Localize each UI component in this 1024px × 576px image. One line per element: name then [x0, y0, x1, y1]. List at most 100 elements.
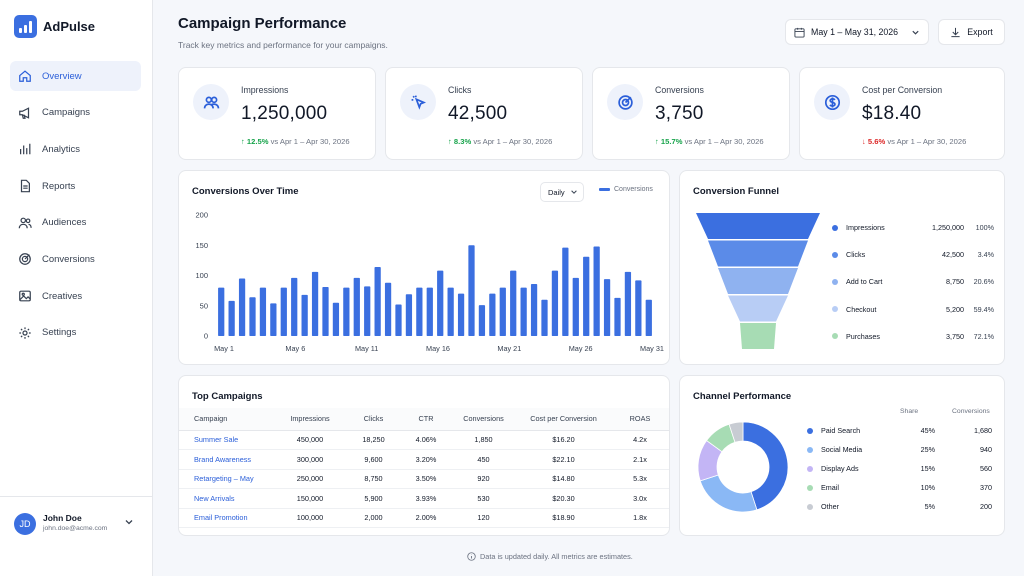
campaign-link[interactable]: Brand Awareness — [179, 449, 274, 470]
table-header[interactable]: Conversions — [451, 408, 516, 431]
funnel-row: Checkout 5,200 59.4% — [832, 305, 994, 314]
campaign-link[interactable]: Summer Sale — [179, 430, 274, 450]
page-title: Campaign Performance — [178, 15, 347, 32]
bar[interactable] — [510, 270, 517, 336]
table-header[interactable]: Campaign — [179, 408, 274, 431]
donut-slice[interactable] — [742, 421, 789, 511]
bar[interactable] — [259, 287, 267, 336]
bar[interactable] — [635, 280, 642, 336]
bar[interactable] — [395, 304, 402, 336]
funnel-row: Clicks 42,500 3.4% — [832, 250, 994, 259]
bar[interactable] — [228, 300, 235, 336]
bar[interactable] — [384, 282, 392, 336]
sidebar-item-audiences[interactable]: Audiences — [10, 208, 141, 238]
bar[interactable] — [489, 293, 496, 336]
bar[interactable] — [322, 286, 329, 336]
bar[interactable] — [614, 297, 621, 336]
bar[interactable] — [364, 286, 371, 336]
document-icon — [20, 179, 30, 193]
brand[interactable]: AdPulse — [14, 15, 95, 38]
sidebar-item-campaigns[interactable]: Campaigns — [10, 98, 141, 128]
table-row[interactable]: Summer Sale 450,000 18,250 4.06% 1,850 $16.20… — [179, 430, 669, 450]
table-header[interactable]: Clicks — [346, 408, 401, 431]
bar[interactable] — [645, 299, 652, 336]
campaign-link[interactable]: Email Promotion — [179, 508, 274, 528]
table-header[interactable]: ROAS — [611, 408, 669, 431]
x-tick-label: May 26 — [569, 344, 593, 353]
bar[interactable] — [468, 245, 475, 336]
bar[interactable] — [426, 287, 433, 336]
granularity-select[interactable]: Daily — [540, 182, 584, 202]
table-row[interactable]: New Arrivals 150,000 5,900 3.93% 530 $20.30 3.… — [179, 488, 669, 509]
bar[interactable] — [249, 297, 256, 336]
bar[interactable] — [332, 302, 340, 336]
avatar: JD — [14, 513, 36, 535]
table-cell: 530 — [451, 488, 516, 509]
kpi-compare: vs Apr 1 – Apr 30, 2026 — [887, 137, 967, 146]
bar[interactable] — [270, 303, 277, 336]
bar-chart-icon — [20, 144, 31, 155]
funnel-stage[interactable] — [740, 323, 776, 349]
bar[interactable] — [405, 294, 413, 336]
bar[interactable] — [593, 246, 600, 336]
funnel-row: Impressions 1,250,000 100% — [832, 223, 994, 232]
bar[interactable] — [374, 267, 381, 336]
sidebar-item-label: Conversions — [42, 253, 95, 265]
channel-label: Display Ads — [821, 464, 859, 473]
funnel-stage[interactable] — [728, 295, 788, 322]
table-header[interactable]: Cost per Conversion — [516, 408, 611, 431]
sidebar-item-overview[interactable]: Overview — [10, 61, 141, 91]
bar[interactable] — [447, 287, 454, 336]
bar[interactable] — [437, 270, 444, 336]
funnel-stage[interactable] — [718, 268, 798, 294]
sidebar-item-settings[interactable]: Settings — [10, 318, 141, 348]
sidebar-item-creatives[interactable]: Creatives — [10, 281, 141, 311]
bar[interactable] — [301, 294, 308, 336]
funnel-stage[interactable] — [708, 240, 808, 267]
bar[interactable] — [218, 287, 225, 336]
bar[interactable] — [343, 287, 350, 336]
export-button[interactable]: Export — [938, 19, 1005, 45]
bar[interactable] — [530, 283, 538, 336]
table-cell: $22.10 — [516, 449, 611, 470]
kpi-value: 42,500 — [448, 103, 508, 124]
bar[interactable] — [520, 287, 527, 336]
bar[interactable] — [353, 277, 360, 336]
table-row[interactable]: Brand Awareness 300,000 9,600 3.20% 450 $22.1… — [179, 449, 669, 470]
sidebar-item-conversions[interactable]: Conversions — [10, 244, 141, 274]
channel-legend-dot — [807, 484, 813, 491]
table-cell: $14.80 — [516, 469, 611, 489]
donut-slice[interactable] — [699, 474, 758, 513]
bar[interactable] — [562, 247, 569, 336]
date-range-picker[interactable]: May 1 – May 31, 2026 — [785, 19, 929, 45]
bar[interactable] — [311, 271, 319, 336]
funnel-stage[interactable] — [696, 213, 820, 239]
bar[interactable] — [583, 256, 590, 336]
bar[interactable] — [624, 271, 632, 336]
dollar-icon — [824, 94, 840, 110]
campaign-link[interactable]: New Arrivals — [179, 488, 274, 509]
funnel-stage-value: 42,500 — [942, 250, 964, 260]
bar[interactable] — [551, 270, 559, 336]
bar[interactable] — [280, 287, 287, 336]
conversions-over-time-card: Conversions Over Time Daily Conversions … — [178, 170, 670, 365]
bar[interactable] — [603, 279, 611, 336]
bar[interactable] — [478, 305, 486, 336]
table-row[interactable]: Email Promotion 100,000 2,000 2.00% 120 $18.9… — [179, 508, 669, 528]
sidebar-item-reports[interactable]: Reports — [10, 171, 141, 201]
bar[interactable] — [416, 287, 423, 336]
table-header[interactable]: Impressions — [274, 408, 346, 431]
bar[interactable] — [499, 287, 506, 336]
sidebar-item-analytics[interactable]: Analytics — [10, 134, 141, 164]
table-header[interactable]: CTR — [401, 408, 451, 431]
bar[interactable] — [457, 293, 465, 336]
user-menu[interactable]: JD John Doe john.doe@acme.com — [0, 496, 152, 576]
campaign-link[interactable]: Retargeting – May — [179, 469, 274, 489]
bar[interactable] — [541, 299, 548, 336]
donut-slice[interactable] — [728, 421, 744, 443]
bar[interactable] — [291, 277, 298, 336]
bar[interactable] — [238, 278, 246, 336]
chevron-down-icon[interactable] — [124, 517, 134, 527]
bar[interactable] — [572, 277, 579, 336]
table-row[interactable]: Retargeting – May 250,000 8,750 3.50% 920 $14… — [179, 469, 669, 489]
